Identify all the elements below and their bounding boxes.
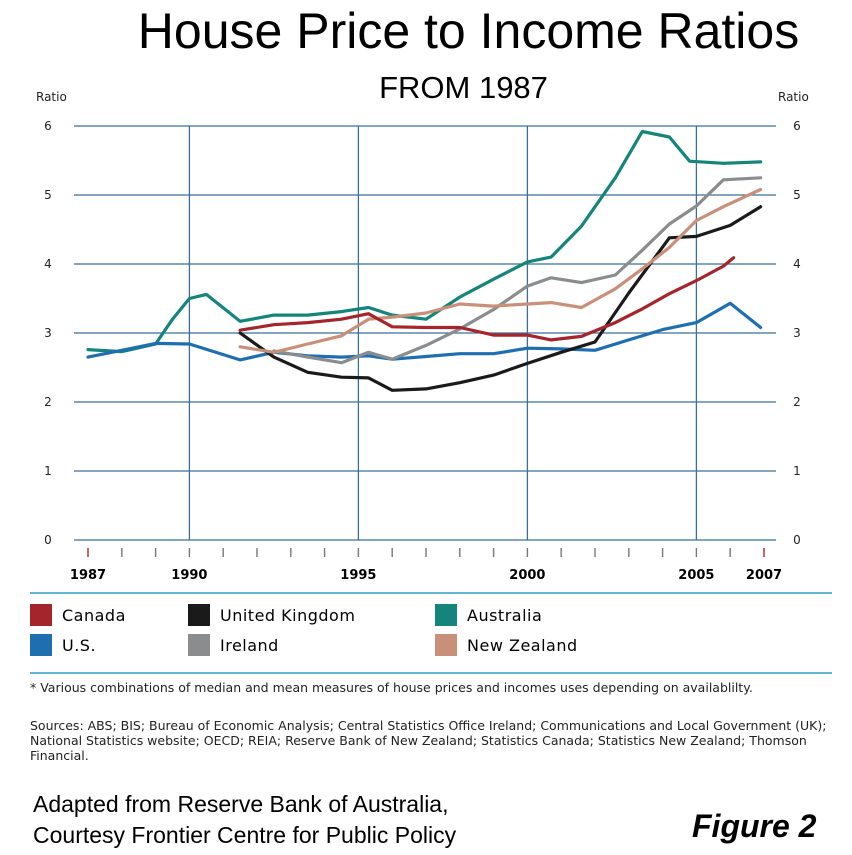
y-tick-label-right: 0 <box>793 533 801 547</box>
y-tick-labels: 0 0 1 1 2 2 3 3 4 4 5 5 6 6 <box>44 119 801 547</box>
y-tick-label-right: 5 <box>793 188 801 202</box>
x-axis-ticks: 1987 1990 1995 2000 2005 2007 <box>70 548 782 583</box>
credit-line-2: Courtesy Frontier Centre for Public Poli… <box>33 822 457 848</box>
series-line-u-s <box>86 301 763 362</box>
legend-label-united-kingdom: United Kingdom <box>220 605 356 625</box>
legend-label-australia: Australia <box>467 605 543 625</box>
legend-item-ireland: Ireland <box>188 632 279 658</box>
y-tick-label-right: 4 <box>793 257 801 271</box>
grid-lines <box>74 125 776 541</box>
y-tick-label-right: 3 <box>793 326 801 340</box>
legend-swatch-ireland <box>188 634 210 656</box>
legend-swatch-us <box>30 634 52 656</box>
series-lines <box>86 129 763 392</box>
legend-item-united-kingdom: United Kingdom <box>188 602 355 628</box>
x-tick-label: 1990 <box>171 568 207 583</box>
legend: Canada United Kingdom Australia U.S. Ire… <box>30 600 820 670</box>
x-tick-label: 1995 <box>340 568 376 583</box>
x-tick-label: 2007 <box>746 568 782 583</box>
legend-bottom-rule <box>30 672 832 674</box>
y-tick-label-right: 2 <box>793 395 801 409</box>
y-tick-label-right: 1 <box>793 464 801 478</box>
chart-subtitle: FROM 1987 <box>379 70 548 105</box>
legend-item-new-zealand: New Zealand <box>435 632 578 658</box>
legend-label-new-zealand: New Zealand <box>467 635 578 655</box>
y-axis-label-left: Ratio <box>36 90 67 104</box>
y-tick-label-left: 2 <box>44 395 52 409</box>
legend-label-canada: Canada <box>62 605 126 625</box>
legend-label-ireland: Ireland <box>220 635 279 655</box>
line-chart: Ratio Ratio 0 0 1 1 2 2 3 3 4 4 5 5 6 6 1987 1990 1995 2… <box>36 90 809 583</box>
footnote-sources: Sources: ABS; BIS; Bureau of Economic An… <box>30 718 827 763</box>
legend-item-us: U.S. <box>30 632 96 658</box>
series-line-ireland <box>272 176 763 365</box>
series-line-new-zealand <box>238 187 763 354</box>
figure-label: Figure 2 <box>692 808 817 844</box>
legend-swatch-united-kingdom <box>188 604 210 626</box>
legend-label-us: U.S. <box>62 635 97 655</box>
y-tick-label-left: 4 <box>44 257 52 271</box>
y-tick-label-right: 6 <box>793 119 801 133</box>
legend-swatch-canada <box>30 604 52 626</box>
credit: Adapted from Reserve Bank of Australia, … <box>33 789 456 851</box>
x-tick-label: 2000 <box>509 568 545 583</box>
y-tick-label-left: 0 <box>44 533 52 547</box>
y-tick-label-left: 3 <box>44 326 52 340</box>
legend-top-rule <box>30 592 832 594</box>
legend-item-australia: Australia <box>435 602 542 628</box>
y-tick-label-left: 1 <box>44 464 52 478</box>
legend-item-canada: Canada <box>30 602 126 628</box>
x-tick-label: 1987 <box>70 568 106 583</box>
legend-swatch-australia <box>435 604 457 626</box>
footnote-note: * Various combinations of median and mea… <box>30 680 753 695</box>
x-tick-label: 2005 <box>678 568 714 583</box>
chart-title: House Price to Income Ratios <box>137 3 800 59</box>
y-tick-label-left: 5 <box>44 188 52 202</box>
series-line-australia <box>86 129 763 354</box>
series-line-canada <box>238 256 736 342</box>
credit-line-1: Adapted from Reserve Bank of Australia, <box>33 791 449 817</box>
y-axis-label-right: Ratio <box>778 90 809 104</box>
y-tick-label-left: 6 <box>44 119 52 133</box>
legend-swatch-new-zealand <box>435 634 457 656</box>
